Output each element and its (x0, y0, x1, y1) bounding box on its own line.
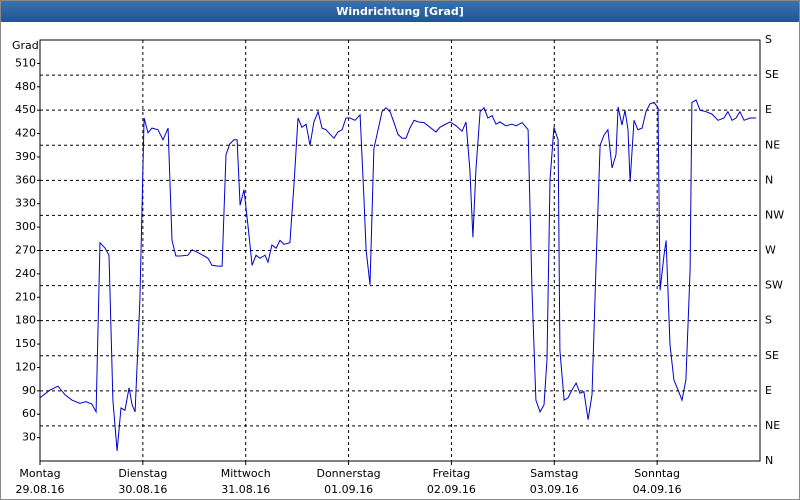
y2-tick-label: N (765, 173, 773, 186)
y2-tick-label: SE (765, 68, 779, 81)
y-tick-label: 150 (15, 337, 36, 350)
x-tick-date: 31.08.16 (221, 483, 270, 496)
y-tick-label: 270 (15, 244, 36, 257)
data-line (39, 99, 757, 451)
y-tick-label: 450 (15, 103, 36, 116)
y2-tick-label: NW (765, 208, 784, 221)
x-tick-label: Dienstag (118, 467, 167, 480)
y-tick-label: 480 (15, 80, 36, 93)
y-tick-label: 90 (22, 384, 36, 397)
y-tick-label: 300 (15, 220, 36, 233)
x-tick-label: Donnerstag (316, 467, 380, 480)
y2-tick-label: NE (765, 419, 780, 432)
y2-tick-label: E (765, 103, 772, 116)
y-tick-label: 60 (22, 407, 36, 420)
y2-tick-label: E (765, 384, 772, 397)
y-tick-label: 390 (15, 150, 36, 163)
x-tick-label: Sonntag (634, 467, 680, 480)
y-tick-label: 30 (22, 431, 36, 444)
y-tick-label: 510 (15, 56, 36, 69)
y2-tick-label: SE (765, 349, 779, 362)
x-tick-label: Mittwoch (221, 467, 271, 480)
y-tick-label: 330 (15, 197, 36, 210)
x-tick-label: Samstag (530, 467, 578, 480)
x-tick-date: 29.08.16 (16, 483, 65, 496)
title-bar: Windrichtung [Grad] (1, 1, 799, 22)
y-tick-label: 180 (15, 314, 36, 327)
x-tick-date: 30.08.16 (118, 483, 167, 496)
y2-tick-label: NE (765, 138, 780, 151)
plot-frame (39, 39, 761, 462)
x-tick-date: 03.09.16 (530, 483, 579, 496)
y-tick-label: 120 (15, 360, 36, 373)
y-tick-label: 240 (15, 267, 36, 280)
y2-tick-label: N (765, 454, 773, 467)
y2-tick-label: W (765, 244, 776, 257)
y-axis-label: Grad (12, 39, 39, 52)
y2-tick-label: S (765, 33, 772, 46)
y2-tick-label: SW (765, 279, 783, 292)
x-tick-label: Freitag (433, 467, 471, 480)
x-tick-date: 04.09.16 (633, 483, 682, 496)
x-tick-date: 02.09.16 (427, 483, 476, 496)
y-tick-label: 360 (15, 173, 36, 186)
x-tick-label: Montag (19, 467, 60, 480)
y-tick-label: 210 (15, 290, 36, 303)
y-tick-label: 420 (15, 127, 36, 140)
x-tick-date: 01.09.16 (324, 483, 373, 496)
y2-tick-label: S (765, 314, 772, 327)
